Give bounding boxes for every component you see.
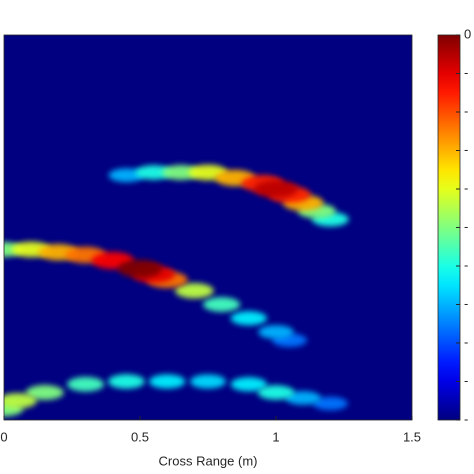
heat-cell bbox=[4, 393, 37, 409]
colorbar-tick-label: - bbox=[464, 411, 468, 426]
plot-frame bbox=[3, 34, 413, 421]
heat-cell bbox=[149, 374, 186, 389]
x-tick-label: 1 bbox=[272, 429, 279, 444]
plot-background bbox=[4, 35, 412, 420]
x-tick-label: 0 bbox=[0, 429, 7, 444]
heat-cell bbox=[312, 396, 348, 411]
heat-layer bbox=[4, 164, 349, 417]
colorbar-tick-label: - bbox=[464, 142, 468, 157]
colorbar-tick-label: - bbox=[464, 65, 468, 80]
heat-cell bbox=[258, 325, 294, 339]
colorbar-tick-label: - bbox=[464, 219, 468, 234]
heat-cell bbox=[108, 374, 145, 389]
x-axis-label: Cross Range (m) bbox=[159, 453, 258, 468]
heat-cell bbox=[257, 385, 295, 400]
heat-cell bbox=[285, 391, 322, 405]
colorbar-tick-label: - bbox=[464, 334, 468, 349]
heat-cell bbox=[175, 283, 214, 299]
colorbar-tick-label: - bbox=[464, 296, 468, 311]
heat-cell bbox=[161, 165, 200, 180]
heat-cell bbox=[118, 259, 162, 278]
heat-cell bbox=[135, 165, 173, 180]
colorbar-tick-label: - bbox=[464, 180, 468, 195]
x-tick-label: 0.5 bbox=[131, 429, 149, 444]
heat-cell bbox=[230, 377, 267, 392]
x-tick-label: 1.5 bbox=[403, 429, 421, 444]
heat-cell bbox=[66, 376, 105, 392]
heat-cell bbox=[189, 374, 227, 389]
heat-cell bbox=[25, 385, 64, 400]
colorbar-tick-label: - bbox=[464, 103, 468, 118]
heat-cell bbox=[202, 297, 241, 312]
heat-cell bbox=[230, 311, 267, 326]
heat-cell bbox=[254, 180, 298, 198]
colorbar-tick-label: - bbox=[464, 257, 468, 272]
colorbar-tick-label: 0 bbox=[464, 26, 471, 41]
colorbar-tick-label: - bbox=[464, 373, 468, 388]
